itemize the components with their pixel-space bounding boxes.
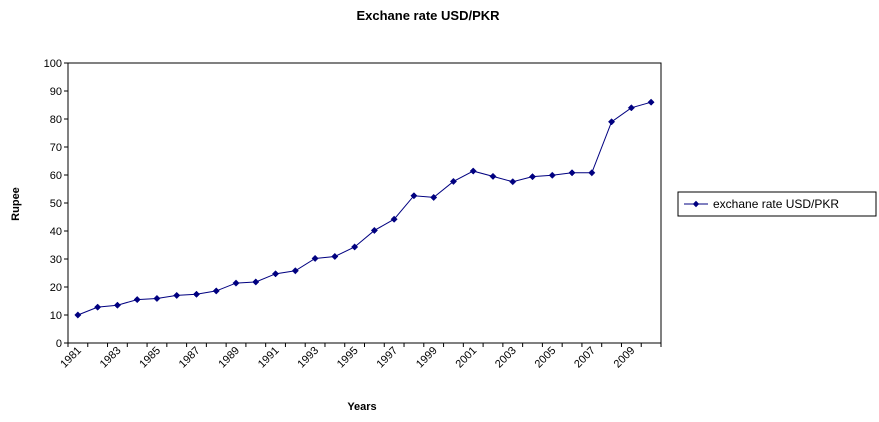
- data-point: [430, 193, 438, 201]
- data-point: [192, 290, 201, 298]
- data-point: [489, 172, 497, 180]
- data-point: [351, 243, 359, 251]
- legend: exchane rate USD/PKR: [677, 191, 877, 217]
- data-point: [627, 104, 635, 112]
- data-point: [568, 169, 576, 177]
- plot-area: 0 10 20 30 40 50 60 70 80 90 100 1981 1983 1985 1987 19…: [44, 58, 662, 371]
- data-point: [528, 173, 537, 181]
- data-point: [449, 177, 458, 185]
- y-tick-label: 20: [50, 282, 62, 294]
- x-tick-label: 1999: [414, 345, 440, 371]
- data-point: [173, 291, 181, 299]
- legend-swatch-marker: [692, 200, 700, 208]
- y-tick-label: 40: [50, 226, 62, 238]
- x-axis-title: Years: [347, 401, 376, 413]
- data-point: [113, 301, 121, 309]
- data-point: [509, 178, 517, 186]
- x-tick-label: 1989: [216, 345, 242, 371]
- chart-title: Exchane rate USD/PKR: [356, 8, 500, 23]
- data-point: [232, 279, 240, 287]
- data-point: [271, 270, 280, 278]
- data-point: [133, 296, 141, 304]
- x-tick-label: 2007: [572, 345, 598, 371]
- y-tick-label: 70: [50, 142, 62, 154]
- data-point: [548, 171, 556, 179]
- x-tick-label: 1991: [256, 345, 282, 371]
- y-tick-label: 80: [50, 114, 62, 126]
- x-tick-label: 1995: [335, 345, 361, 371]
- data-point: [410, 192, 418, 200]
- y-tick-label: 50: [50, 198, 62, 210]
- data-point: [153, 294, 161, 303]
- y-tick-label: 100: [44, 58, 62, 70]
- y-tick-label: 60: [50, 170, 62, 182]
- data-point: [469, 167, 477, 175]
- data-point: [291, 267, 299, 275]
- data-point: [311, 254, 319, 262]
- x-tick-label: 1993: [295, 345, 321, 371]
- x-tick-label: 1983: [98, 345, 124, 371]
- legend-label: exchane rate USD/PKR: [713, 197, 839, 211]
- data-point: [331, 252, 339, 261]
- legend-box: [677, 191, 877, 217]
- data-point: [212, 287, 220, 295]
- x-tick-label: 1985: [137, 345, 163, 371]
- series-line: [77, 101, 652, 316]
- x-tick-label: 1987: [177, 345, 203, 371]
- x-tick-label: 1981: [58, 345, 84, 371]
- data-point: [390, 215, 398, 223]
- y-tick-label: 0: [56, 338, 62, 350]
- x-tick-label: 2009: [612, 345, 638, 371]
- y-tick-label: 30: [50, 254, 62, 266]
- data-point: [74, 311, 82, 319]
- data-point: [370, 226, 378, 234]
- data-point: [588, 169, 596, 177]
- x-tick-label: 2001: [454, 345, 480, 371]
- x-tick-label: 2005: [533, 345, 559, 371]
- x-tick-label: 2003: [493, 345, 519, 371]
- data-point: [252, 278, 260, 286]
- y-tick-label: 10: [50, 310, 62, 322]
- data-point: [608, 118, 616, 126]
- data-point: [94, 303, 102, 311]
- x-tick-label: 1997: [374, 345, 400, 371]
- y-axis-title: Rupee: [10, 187, 22, 221]
- data-point: [647, 98, 655, 106]
- y-tick-label: 90: [50, 86, 62, 98]
